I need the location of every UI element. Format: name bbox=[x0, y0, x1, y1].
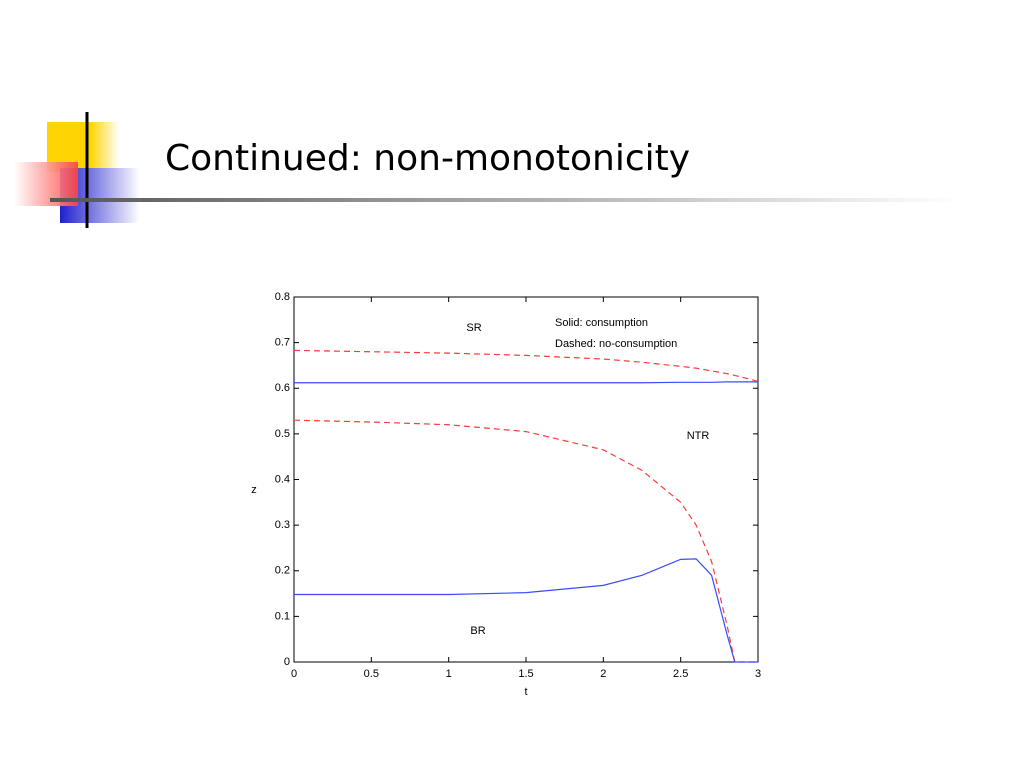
y-tick-label: 0.3 bbox=[275, 519, 290, 531]
annotation: Solid: consumption bbox=[555, 317, 648, 329]
y-tick-label: 0.2 bbox=[275, 565, 290, 577]
y-tick-label: 0.8 bbox=[275, 291, 290, 303]
x-tick-label: 1.5 bbox=[518, 668, 533, 680]
annotation: Dashed: no-consumption bbox=[555, 338, 677, 350]
y-tick-label: 0 bbox=[284, 656, 290, 668]
y-tick-label: 0.4 bbox=[275, 473, 290, 485]
x-tick-label: 0 bbox=[291, 668, 297, 680]
x-tick-label: 2 bbox=[600, 668, 606, 680]
plot-frame bbox=[293, 296, 759, 663]
series-line bbox=[294, 381, 758, 384]
x-axis-label: t bbox=[524, 686, 527, 698]
y-tick-label: 0.5 bbox=[275, 428, 290, 440]
y-tick-label: 0.7 bbox=[275, 337, 290, 349]
y-axis-label: z bbox=[251, 484, 257, 496]
x-tick-label: 2.5 bbox=[673, 668, 688, 680]
y-tick-label: 0.6 bbox=[275, 382, 290, 394]
annotation: SR bbox=[466, 322, 481, 334]
annotation: BR bbox=[470, 625, 485, 637]
y-tick-label: 0.1 bbox=[275, 610, 290, 622]
x-tick-label: 3 bbox=[755, 668, 761, 680]
series-line bbox=[294, 558, 758, 663]
decor-hline bbox=[50, 198, 960, 202]
x-tick-label: 0.5 bbox=[364, 668, 379, 680]
annotation: NTR bbox=[687, 430, 710, 442]
series-line bbox=[293, 349, 759, 382]
slide-title: Continued: non-monotonicity bbox=[165, 138, 690, 179]
x-tick-label: 1 bbox=[446, 668, 452, 680]
